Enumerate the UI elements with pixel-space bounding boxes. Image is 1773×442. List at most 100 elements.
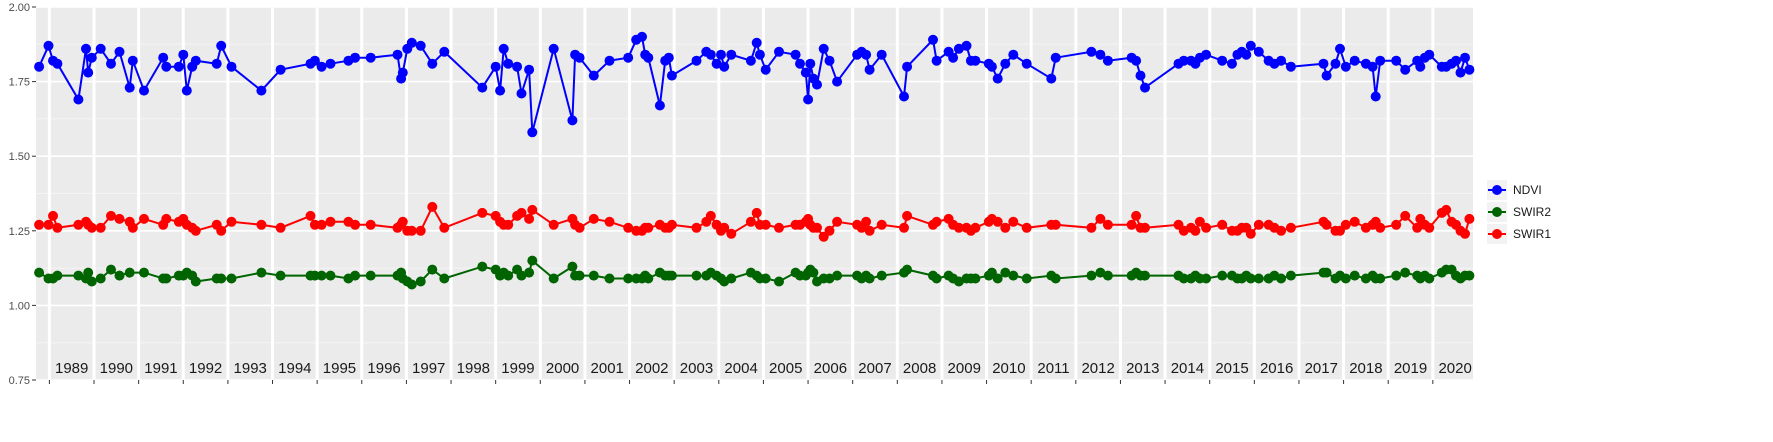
- data-point-ndvi: [643, 52, 654, 63]
- data-point-swir1: [1321, 219, 1332, 230]
- data-point-swir2: [52, 270, 63, 281]
- data-point-ndvi: [1424, 49, 1435, 60]
- data-point-swir1: [52, 222, 63, 233]
- x-year-label: 2016: [1260, 360, 1293, 377]
- series-layer: [34, 31, 1475, 290]
- data-point-swir2: [415, 276, 426, 287]
- data-point-ndvi: [95, 43, 106, 54]
- data-point-ndvi: [127, 55, 138, 66]
- x-year-label: 2015: [1215, 360, 1248, 377]
- data-point-ndvi: [726, 49, 737, 60]
- data-point-swir2: [1217, 270, 1228, 281]
- data-point-ndvi: [1340, 61, 1351, 72]
- data-point-ndvi: [1095, 49, 1106, 60]
- y-tick-label: 1.00: [9, 300, 30, 312]
- data-point-swir2: [902, 264, 913, 275]
- data-point-ndvi: [1102, 55, 1113, 66]
- data-point-ndvi: [711, 58, 722, 69]
- data-point-ndvi: [1391, 55, 1402, 66]
- data-point-ndvi: [948, 52, 959, 63]
- x-year-label: 2018: [1349, 360, 1382, 377]
- data-point-swir2: [1000, 267, 1011, 278]
- data-point-swir1: [216, 225, 227, 236]
- data-point-swir1: [931, 216, 942, 227]
- data-point-ndvi: [1285, 61, 1296, 72]
- data-point-ndvi: [1241, 49, 1252, 60]
- data-point-swir1: [365, 219, 376, 230]
- data-point-ndvi: [415, 40, 426, 51]
- data-point-ndvi: [325, 58, 336, 69]
- series-swir1: [34, 201, 1475, 242]
- data-point-ndvi: [818, 43, 829, 54]
- data-point-ndvi: [1008, 49, 1019, 60]
- data-point-swir2: [275, 270, 286, 281]
- data-point-ndvi: [52, 58, 63, 69]
- data-point-swir2: [760, 273, 771, 284]
- data-point-swir1: [832, 216, 843, 227]
- data-point-swir2: [73, 270, 84, 281]
- data-point-swir1: [106, 210, 116, 221]
- data-point-ndvi: [902, 61, 913, 72]
- data-point-ndvi: [1276, 55, 1287, 66]
- data-point-swir1: [970, 222, 981, 233]
- x-year-label: 2001: [591, 360, 624, 377]
- y-tick-label: 2.00: [9, 2, 30, 14]
- data-point-ndvi: [34, 61, 45, 72]
- data-point-ndvi: [803, 94, 814, 105]
- data-point-ndvi: [211, 58, 222, 69]
- data-point-ndvi: [970, 55, 981, 66]
- data-point-ndvi: [1046, 73, 1057, 84]
- data-point-swir1: [1190, 225, 1201, 236]
- data-point-ndvi: [604, 55, 615, 66]
- data-point-ndvi: [1400, 64, 1411, 75]
- x-year-label: 1992: [189, 360, 222, 377]
- x-year-label: 2007: [858, 360, 891, 377]
- data-point-swir1: [427, 201, 438, 212]
- data-point-swir2: [1008, 270, 1019, 281]
- data-point-ndvi: [1135, 70, 1146, 81]
- data-point-swir1: [1000, 222, 1011, 233]
- data-point-ndvi: [181, 85, 192, 96]
- data-point-ndvi: [800, 67, 811, 78]
- data-point-swir2: [992, 273, 1003, 284]
- data-point-swir2: [325, 270, 336, 281]
- x-year-label: 2003: [680, 360, 713, 377]
- x-year-label: 2004: [724, 360, 757, 377]
- data-point-ndvi: [1253, 46, 1264, 57]
- data-point-ndvi: [216, 40, 227, 51]
- data-point-ndvi: [516, 88, 527, 99]
- data-point-swir2: [666, 270, 677, 281]
- data-point-ndvi: [928, 34, 938, 45]
- data-point-swir2: [216, 273, 227, 284]
- data-point-swir1: [1095, 213, 1106, 224]
- x-year-label: 2012: [1081, 360, 1114, 377]
- data-point-ndvi: [805, 58, 816, 69]
- data-point-ndvi: [477, 82, 488, 93]
- data-point-ndvi: [663, 52, 674, 63]
- legend-label-ndvi: NDVI: [1513, 183, 1542, 197]
- data-point-swir1: [477, 207, 488, 218]
- x-year-label: 1997: [412, 360, 445, 377]
- data-point-ndvi: [1370, 91, 1381, 102]
- data-point-ndvi: [527, 127, 538, 138]
- data-point-swir2: [1086, 270, 1097, 281]
- data-point-ndvi: [43, 40, 54, 51]
- data-point-swir2: [1253, 273, 1264, 284]
- data-point-ndvi: [1460, 52, 1470, 63]
- x-year-label: 1994: [278, 360, 311, 377]
- data-point-ndvi: [1131, 55, 1142, 66]
- data-point-ndvi: [316, 61, 327, 72]
- data-point-ndvi: [309, 55, 320, 66]
- data-point-swir1: [1050, 219, 1061, 230]
- x-year-label: 2019: [1394, 360, 1427, 377]
- legend: NDVI SWIR2 SWIR1: [1487, 180, 1551, 244]
- data-point-swir1: [1441, 204, 1452, 215]
- data-point-ndvi: [574, 52, 585, 63]
- data-point-ndvi: [1318, 58, 1329, 69]
- data-point-swir1: [1194, 216, 1205, 227]
- data-point-ndvi: [861, 49, 872, 60]
- data-point-swir1: [1340, 219, 1351, 230]
- data-point-ndvi: [73, 94, 84, 105]
- data-point-swir1: [812, 222, 822, 233]
- data-point-swir1: [127, 222, 138, 233]
